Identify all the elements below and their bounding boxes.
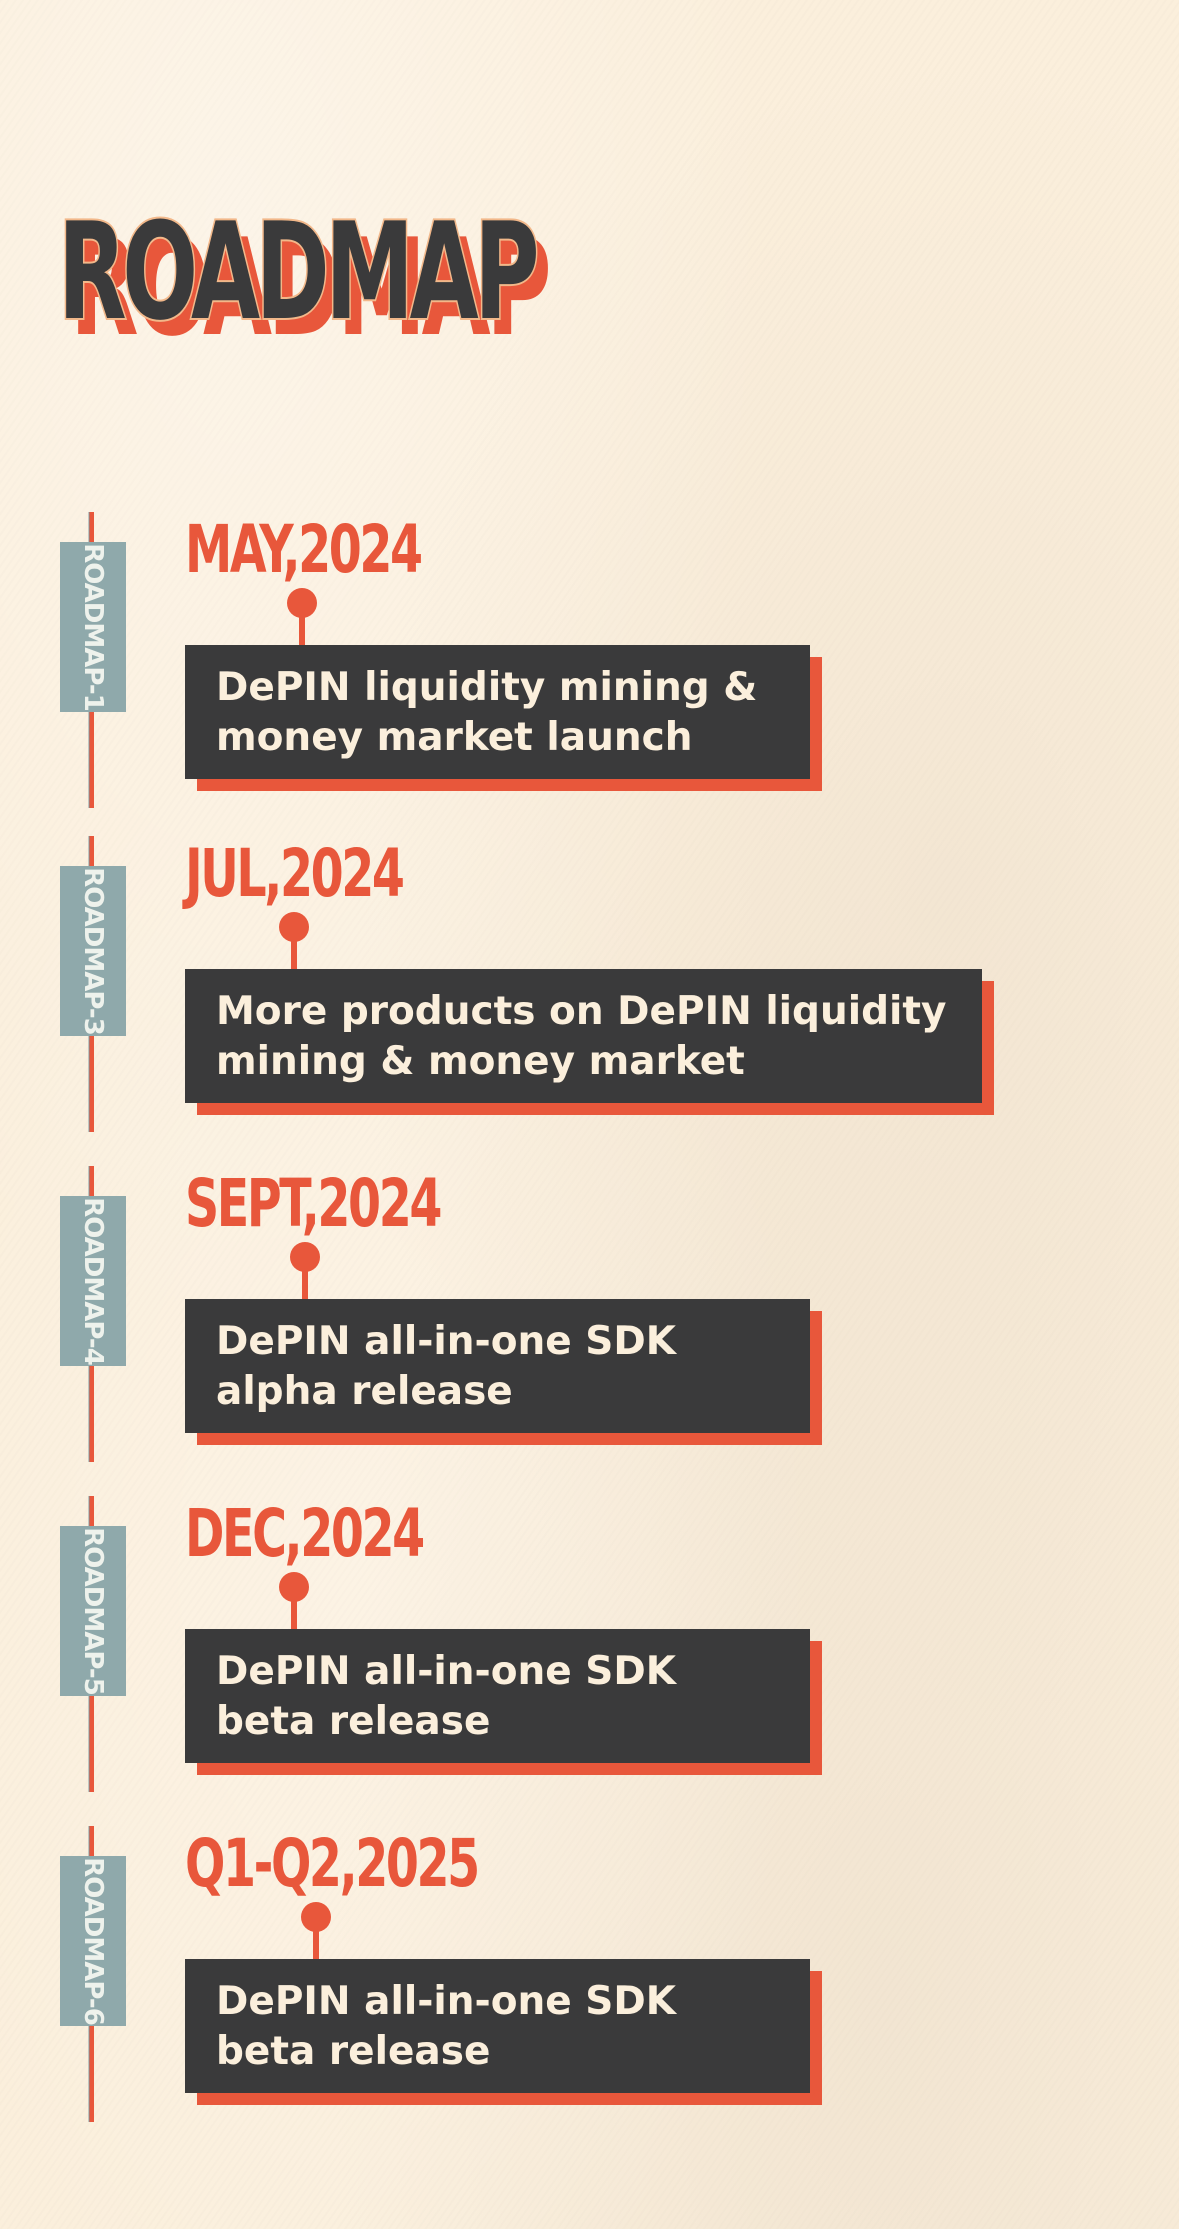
milestone-date: MAY,2024: [185, 511, 423, 588]
roadmap-tab-label: ROADMAP-5: [78, 1527, 108, 1695]
roadmap-tab: ROADMAP-3: [60, 866, 126, 1036]
milestone-card: DePIN all-in-one SDK beta release: [185, 1629, 810, 1763]
milestone-description: More products on DePIN liquidity mining …: [216, 989, 947, 1084]
milestone-1: ROADMAP-1 MAY,2024 DePIN liquidity minin…: [0, 512, 1179, 812]
milestone-5: ROADMAP-6 Q1-Q2,2025 DePIN all-in-one SD…: [0, 1826, 1179, 2126]
milestone-2: ROADMAP-3 JUL,2024 More products on DePI…: [0, 836, 1179, 1136]
roadmap-tab: ROADMAP-5: [60, 1526, 126, 1696]
pin-stem: [299, 612, 305, 648]
milestone-description: DePIN all-in-one SDK beta release: [216, 1649, 676, 1744]
milestone-card: DePIN all-in-one SDK alpha release: [185, 1299, 810, 1433]
page-title: ROADMAP ROADMAP: [57, 203, 552, 365]
milestone-description: DePIN liquidity mining & money market la…: [216, 665, 758, 760]
roadmap-tab-label: ROADMAP-3: [78, 867, 108, 1035]
pin-stem: [313, 1926, 319, 1962]
milestone-4: ROADMAP-5 DEC,2024 DePIN all-in-one SDK …: [0, 1496, 1179, 1796]
milestone-description: DePIN all-in-one SDK beta release: [216, 1979, 676, 2074]
page-title-text: ROADMAP: [57, 194, 542, 350]
milestone-card: DePIN all-in-one SDK beta release: [185, 1959, 810, 2093]
milestone-date: Q1-Q2,2025: [185, 1825, 480, 1902]
roadmap-tab: ROADMAP-6: [60, 1856, 126, 2026]
milestone-card: More products on DePIN liquidity mining …: [185, 969, 982, 1103]
pin-stem: [291, 936, 297, 972]
milestone-date: JUL,2024: [185, 835, 405, 912]
pin-stem: [302, 1266, 308, 1302]
milestone-date: SEPT,2024: [185, 1165, 442, 1242]
milestone-date: DEC,2024: [185, 1495, 425, 1572]
roadmap-tab: ROADMAP-4: [60, 1196, 126, 1366]
roadmap-tab-label: ROADMAP-6: [78, 1857, 108, 2025]
milestone-3: ROADMAP-4 SEPT,2024 DePIN all-in-one SDK…: [0, 1166, 1179, 1466]
pin-stem: [291, 1596, 297, 1632]
milestone-card: DePIN liquidity mining & money market la…: [185, 645, 810, 779]
page-title-shadow: ROADMAP: [70, 210, 552, 366]
roadmap-tab: ROADMAP-1: [60, 542, 126, 712]
milestone-description: DePIN all-in-one SDK alpha release: [216, 1319, 676, 1414]
roadmap-tab-label: ROADMAP-1: [78, 543, 108, 711]
roadmap-tab-label: ROADMAP-4: [78, 1197, 108, 1365]
